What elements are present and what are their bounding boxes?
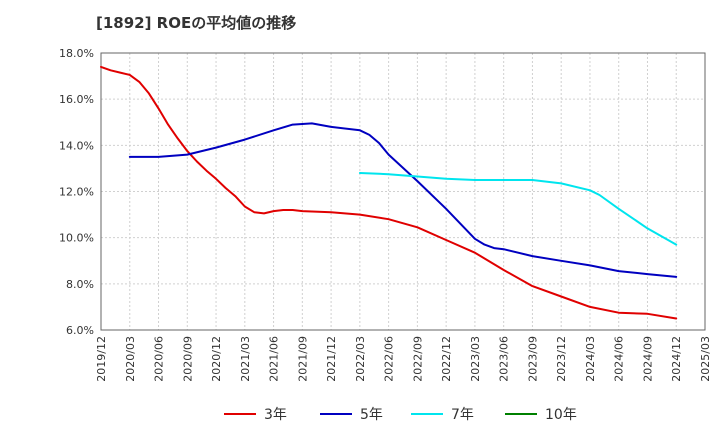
- x-tick-label: 2022/03: [354, 336, 367, 382]
- chart-title: [1892] ROEの平均値の推移: [96, 14, 297, 32]
- x-tick-label: 2022/09: [411, 336, 424, 382]
- x-tick-label: 2021/06: [268, 336, 281, 382]
- x-tick-label: 2020/06: [153, 336, 166, 382]
- legend-label: 5年: [360, 407, 383, 423]
- y-tick-label: 16.0%: [59, 93, 94, 106]
- series-lines: [100, 65, 678, 320]
- series-line-7年: [358, 172, 678, 246]
- y-tick-label: 6.0%: [66, 324, 94, 337]
- x-tick-label: 2024/03: [584, 336, 597, 382]
- y-tick-label: 10.0%: [59, 232, 94, 245]
- legend-label: 10年: [545, 407, 577, 423]
- x-tick-label: 2023/12: [555, 336, 568, 382]
- x-tick-label: 2020/09: [181, 336, 194, 382]
- x-tick-label: 2020/03: [124, 336, 137, 382]
- x-tick-label: 2021/09: [296, 336, 309, 382]
- series-line-5年: [128, 122, 678, 278]
- x-tick-label: 2020/12: [210, 336, 223, 382]
- legend: 3年 5年 7年 10年: [224, 407, 577, 423]
- x-tick-label: 2023/09: [526, 336, 539, 382]
- x-tick-label: 2023/06: [498, 336, 511, 382]
- x-tick-label: 2019/12: [95, 336, 108, 382]
- series-line-3年: [100, 65, 678, 320]
- y-tick-label: 14.0%: [59, 139, 94, 152]
- legend-label: 7年: [451, 407, 474, 423]
- x-tick-label: 2021/03: [239, 336, 252, 382]
- plot-area-frame: [100, 52, 706, 331]
- x-tick-label: 2024/12: [670, 336, 683, 382]
- y-tick-label: 8.0%: [66, 278, 94, 291]
- x-tick-label: 2024/09: [641, 336, 654, 382]
- x-tick-label: 2021/12: [325, 336, 338, 382]
- y-tick-label: 12.0%: [59, 186, 94, 199]
- y-axis-ticks: 6.0% 8.0% 10.0% 12.0% 14.0% 16.0% 18.0%: [59, 47, 94, 337]
- y-tick-label: 18.0%: [59, 47, 94, 60]
- x-tick-label: 2022/12: [440, 336, 453, 382]
- x-axis-ticks: 2019/12 2020/03 2020/06 2020/09 2020/12 2021/…: [95, 336, 712, 382]
- x-tick-label: 2022/06: [383, 336, 396, 382]
- grid: [100, 52, 706, 331]
- x-tick-label: 2023/03: [469, 336, 482, 382]
- x-tick-label: 2025/03: [699, 336, 712, 382]
- x-tick-label: 2024/06: [613, 336, 626, 382]
- legend-label: 3年: [264, 407, 287, 423]
